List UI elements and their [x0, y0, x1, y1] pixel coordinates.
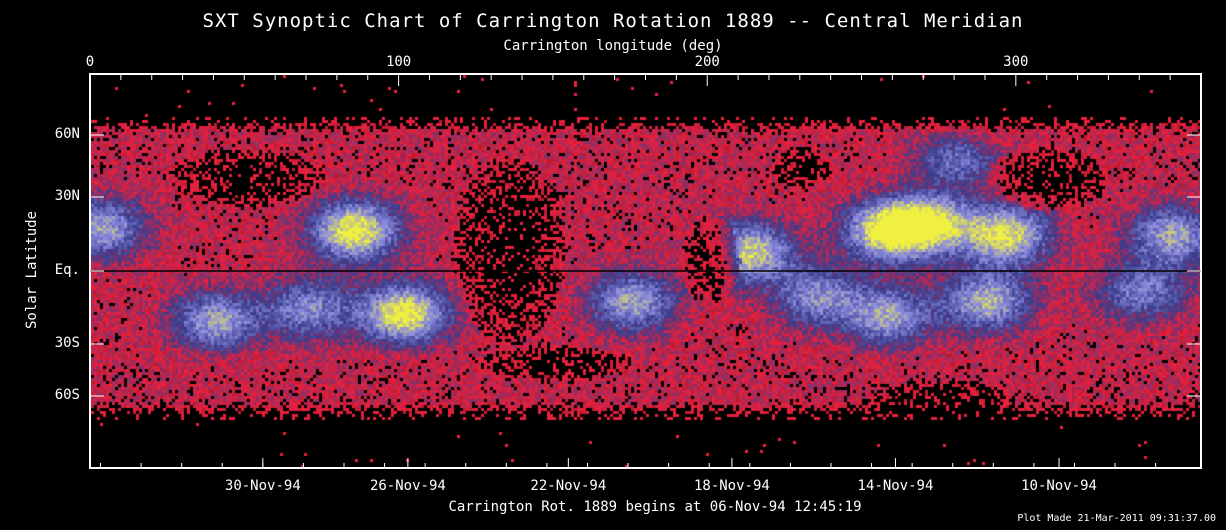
x-bottom-tick-label: 18-Nov-94 — [693, 478, 770, 494]
y-tick-label: 30S — [54, 335, 80, 351]
x-top-tick-label: 200 — [694, 54, 720, 70]
plot-made-timestamp: Plot Made 21-Mar-2011 09:31:37.00 — [1017, 513, 1216, 524]
y-tick-label: 60S — [54, 387, 80, 403]
x-bottom-tick-label: 14-Nov-94 — [857, 478, 934, 494]
x-axis-bottom-label: Carrington Rot. 1889 begins at 06-Nov-94… — [448, 499, 862, 515]
y-tick-label: 30N — [54, 188, 80, 204]
chart-title: SXT Synoptic Chart of Carrington Rotatio… — [202, 10, 1024, 32]
x-bottom-tick-label: 10-Nov-94 — [1021, 478, 1097, 494]
x-top-tick-label: 300 — [1003, 54, 1029, 70]
x-bottom-tick-label: 30-Nov-94 — [224, 478, 301, 494]
x-bottom-tick-label: 22-Nov-94 — [530, 478, 607, 494]
x-top-tick-label: 0 — [85, 54, 95, 70]
x-axis-top-label: Carrington longitude (deg) — [503, 38, 723, 54]
x-bottom-tick-label: 26-Nov-94 — [369, 478, 446, 494]
y-tick-label: Eq. — [54, 262, 80, 278]
x-top-tick-label: 100 — [385, 54, 412, 70]
y-tick-label: 60N — [54, 126, 80, 142]
